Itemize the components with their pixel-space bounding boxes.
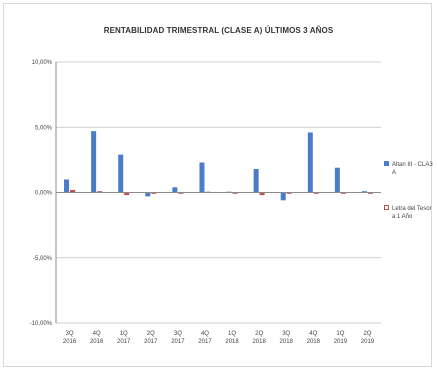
x-tick-label: 2019 — [334, 339, 348, 345]
bar-fund — [334, 167, 340, 193]
x-tick-label: 2019 — [361, 339, 375, 345]
chart-frame — [3, 3, 432, 367]
bar-treasury — [259, 192, 265, 196]
bar-fund — [145, 192, 151, 197]
x-tick-label: 2Q — [147, 331, 155, 337]
bar-treasury — [232, 192, 238, 194]
x-tick-label: 2018 — [280, 339, 294, 345]
legend: Altan III - CLA3 A Letra del Tesor a 1 Año — [384, 161, 433, 220]
y-tick-label: -5,00% — [33, 256, 53, 262]
y-tick-label: 5,00% — [35, 125, 53, 131]
bar-fund — [172, 187, 178, 193]
bar-treasury — [367, 192, 373, 194]
x-tick-label: 3Q — [174, 331, 182, 337]
y-tick-label: 0,00% — [35, 191, 53, 197]
legend-label: Letra del Tesor — [392, 206, 432, 212]
bar-fund — [199, 162, 205, 193]
bar-treasury — [286, 192, 292, 194]
x-tick-label: 4Q — [309, 331, 317, 337]
bar-fund — [253, 169, 259, 193]
gridlines — [56, 61, 381, 324]
bar-fund — [307, 132, 313, 193]
x-tick-label: 2Q — [363, 331, 371, 337]
chart-title: RENTABILIDAD TRIMESTRAL (CLASE A) ÚLTIMO… — [103, 26, 334, 35]
x-tick-label: 1Q — [228, 331, 236, 337]
x-tick-label: 2018 — [252, 339, 266, 345]
y-tick-label: 10,00% — [32, 60, 53, 66]
legend-label: Altan III - CLA3 — [392, 162, 433, 168]
y-tick-label: -10,00% — [30, 321, 53, 327]
x-tick-label: 2016 — [90, 339, 104, 345]
bar-fund — [280, 192, 286, 201]
x-tick-label: 2017 — [144, 339, 158, 345]
legend-swatch — [384, 161, 389, 166]
bars — [64, 131, 373, 201]
bar-treasury — [70, 189, 76, 193]
bar-treasury — [97, 191, 103, 193]
x-tick-label: 2018 — [225, 339, 239, 345]
bar-treasury — [178, 192, 184, 194]
x-tick-label: 2Q — [255, 331, 263, 337]
x-axis-tick-labels: 3Q 2016 4Q 2016 1Q 2017 2Q 2017 3Q 2017 4Q 2017 1Q 20… — [63, 331, 375, 345]
bar-treasury — [124, 192, 130, 196]
x-tick-label: 4Q — [201, 331, 209, 337]
bar-fund — [91, 131, 97, 193]
legend-label: a 1 Año — [392, 214, 413, 220]
bar-treasury — [151, 192, 157, 194]
x-tick-label: 2017 — [117, 339, 131, 345]
legend-swatch — [384, 205, 389, 210]
bar-fund — [64, 179, 70, 193]
axes — [55, 62, 381, 323]
bar-treasury — [340, 192, 346, 194]
x-tick-label: 1Q — [120, 331, 128, 337]
x-tick-label: 3Q — [282, 331, 290, 337]
bar-fund — [361, 191, 367, 193]
bar-treasury — [313, 192, 319, 194]
legend-label: A — [392, 170, 396, 176]
x-tick-label: 1Q — [336, 331, 344, 337]
bar-fund — [118, 154, 124, 193]
x-tick-label: 2018 — [307, 339, 321, 345]
x-tick-label: 2017 — [198, 339, 212, 345]
y-axis-tick-labels: 10,00% 5,00% 0,00% -5,00% -10,00% — [30, 60, 53, 327]
x-tick-label: 4Q — [93, 331, 101, 337]
x-tick-label: 2017 — [171, 339, 185, 345]
x-tick-label: 2016 — [63, 339, 77, 345]
x-tick-label: 3Q — [66, 331, 74, 337]
